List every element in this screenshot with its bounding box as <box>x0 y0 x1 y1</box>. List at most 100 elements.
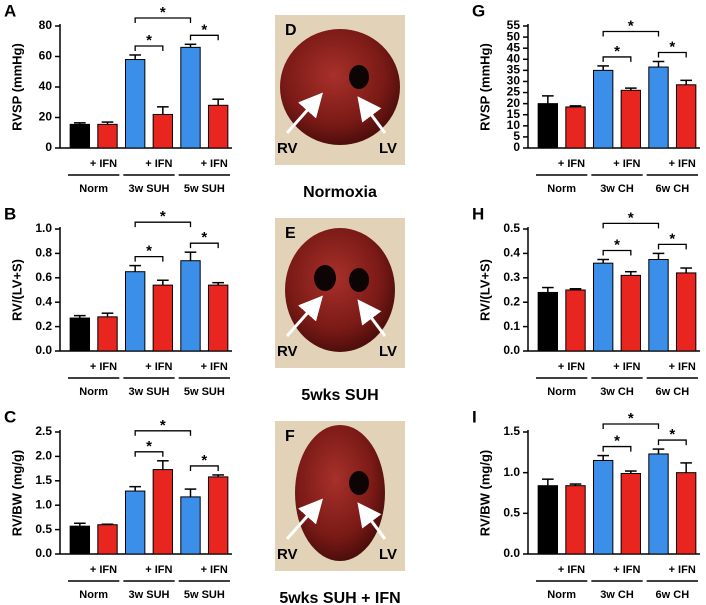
x-tick-label: + IFN <box>613 564 640 576</box>
group-label: 3w CH <box>600 386 634 398</box>
group-label: Norm <box>79 589 108 601</box>
y-tick-label: 0 <box>45 140 52 154</box>
y-tick-label: 5 <box>513 129 520 143</box>
x-tick-label: + IFN <box>613 158 640 170</box>
group-label: Norm <box>547 386 576 398</box>
x-tick-label: + IFN <box>90 564 117 576</box>
y-tick-label: 1.0 <box>503 465 520 479</box>
significance-bracket <box>602 249 632 256</box>
significance-bracket <box>134 451 164 457</box>
ventricle-label: LV <box>379 343 397 360</box>
y-axis-label: RV/BW (mg/g) <box>9 450 24 536</box>
y-tick-label: 15 <box>507 107 521 121</box>
y-tick-label: 60 <box>39 49 53 63</box>
bar <box>648 259 669 352</box>
bar <box>675 472 697 555</box>
left-ventricle <box>349 65 369 89</box>
x-tick-label: + IFN <box>558 564 585 576</box>
significance-bracket <box>602 445 632 452</box>
significance-bracket <box>602 222 660 229</box>
bar <box>180 496 201 555</box>
significance-bracket <box>657 439 687 446</box>
ventricle-label: LV <box>379 140 397 157</box>
y-axis-label: RV/(LV+S) <box>477 259 492 321</box>
significance-label: * <box>160 208 166 225</box>
significance-bracket <box>134 255 164 262</box>
y-tick-label: 25 <box>507 85 521 99</box>
group-label: 6w CH <box>656 183 690 195</box>
arrow <box>357 502 387 540</box>
ventricle-label: RV <box>277 140 298 157</box>
group-label: 3w CH <box>600 589 634 601</box>
bar <box>537 291 559 352</box>
arrow <box>285 92 323 134</box>
bar <box>565 289 586 352</box>
panel-letter: F <box>285 428 295 445</box>
x-tick-label: + IFN <box>669 158 696 170</box>
significance-label: * <box>614 433 620 450</box>
group-label: Norm <box>79 386 108 398</box>
bar <box>124 59 146 149</box>
bar <box>592 459 614 555</box>
group-label: 3w SUH <box>129 589 170 601</box>
significance-label: * <box>614 43 620 60</box>
heart-section <box>285 228 395 352</box>
y-tick-label: 30 <box>507 74 521 88</box>
group-label: 3w CH <box>600 183 634 195</box>
bar <box>537 485 559 555</box>
y-tick-label: 0.5 <box>503 221 520 235</box>
significance-bracket <box>189 34 219 41</box>
y-tick-label: 0.6 <box>35 270 52 284</box>
y-tick-label: 1.5 <box>503 424 520 438</box>
significance-label: * <box>201 229 207 246</box>
bar <box>124 271 146 352</box>
significance-label: * <box>628 209 634 226</box>
bar <box>537 103 559 149</box>
panel-letter: G <box>472 1 485 20</box>
bar <box>620 89 642 149</box>
significance-bracket <box>189 465 219 471</box>
bar <box>180 46 201 149</box>
significance-label: * <box>160 4 166 21</box>
significance-bracket <box>134 17 192 23</box>
bar <box>620 274 642 352</box>
left-ventricle <box>349 471 369 495</box>
right-ventricle <box>314 265 336 291</box>
y-tick-label: 0.8 <box>35 246 52 260</box>
bar <box>97 123 118 149</box>
y-tick-label: 10 <box>507 118 521 132</box>
ventricle-label: RV <box>277 546 298 563</box>
arrow <box>357 96 387 134</box>
left-ventricle <box>349 268 369 292</box>
group-label: Norm <box>547 589 576 601</box>
significance-label: * <box>146 438 152 455</box>
x-tick-label: + IFN <box>90 361 117 373</box>
bar <box>152 469 174 555</box>
ventricle-label: LV <box>379 546 397 563</box>
bar <box>97 524 118 555</box>
group-label: Norm <box>79 183 108 195</box>
bar <box>69 317 91 352</box>
y-tick-label: 20 <box>507 96 521 110</box>
bar <box>207 476 229 555</box>
bar <box>592 69 614 149</box>
y-axis-label: RVSP (mmHg) <box>9 43 24 131</box>
panel-letter: B <box>4 204 16 223</box>
y-tick-label: 0.0 <box>503 343 520 357</box>
y-tick-label: 1.0 <box>35 497 52 511</box>
significance-bracket <box>602 30 660 37</box>
significance-label: * <box>160 417 166 434</box>
significance-label: * <box>146 32 152 49</box>
bar <box>675 272 697 352</box>
y-tick-label: 2.0 <box>35 449 52 463</box>
y-tick-label: 35 <box>507 63 521 77</box>
y-tick-label: 0.1 <box>503 319 520 333</box>
significance-bracket <box>657 51 687 58</box>
y-axis-label: RV/(LV+S) <box>9 259 24 321</box>
y-tick-label: 0 <box>513 140 520 154</box>
y-tick-label: 80 <box>39 18 53 32</box>
significance-label: * <box>628 17 634 34</box>
x-tick-label: + IFN <box>145 361 172 373</box>
y-tick-label: 55 <box>507 18 521 32</box>
group-label: 6w CH <box>656 589 690 601</box>
